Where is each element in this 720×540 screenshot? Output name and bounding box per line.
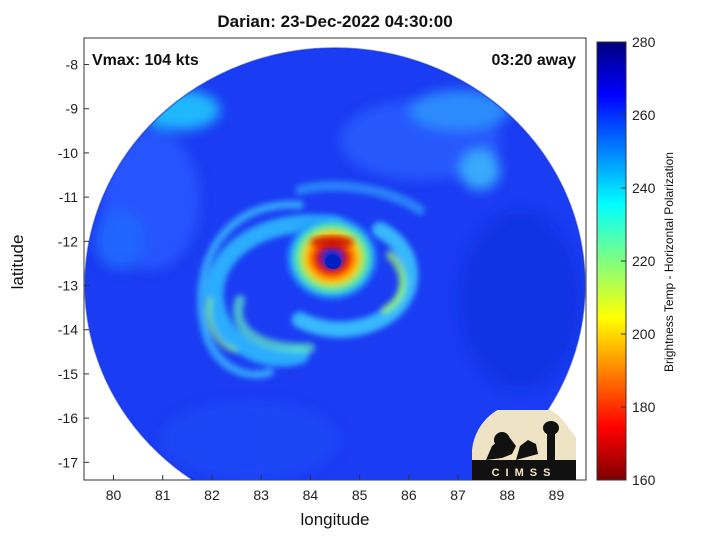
x-tick-label: 85: [352, 487, 368, 503]
x-tick-label: 84: [303, 487, 319, 503]
y-tick-label: -11: [59, 189, 78, 205]
x-tick-label: 87: [450, 487, 466, 503]
x-axis-ticks: 80 81 82 83 84 85 86 87 88 89: [106, 475, 565, 503]
y-tick-label: -8: [66, 57, 79, 73]
y-tick-label: -10: [58, 145, 78, 161]
colorbar-tick-label: 260: [632, 107, 656, 123]
y-tick-label: -15: [58, 366, 78, 382]
y-axis-label: latitude: [8, 234, 27, 290]
colorbar-tick-label: 220: [632, 253, 656, 269]
cimss-logo-text: CIMSS: [492, 467, 557, 479]
x-tick-label: 88: [499, 487, 515, 503]
colorbar-label: Brightness Temp - Horizontal Polarizatio…: [662, 152, 676, 372]
x-tick-label: 83: [253, 487, 269, 503]
colorbar-tick-label: 280: [632, 34, 656, 50]
y-tick-label: -14: [58, 322, 78, 338]
vmax-annotation: Vmax: 104 kts: [92, 52, 199, 69]
time-away-annotation: 03:20 away: [491, 52, 576, 69]
y-tick-label: -16: [58, 410, 78, 426]
x-tick-label: 86: [401, 487, 417, 503]
x-tick-label: 89: [549, 487, 565, 503]
x-tick-label: 82: [204, 487, 220, 503]
colorbar-tick-label: 200: [632, 326, 656, 342]
colorbar-ticks: 280 260 240 220 200 180 160: [621, 34, 656, 488]
colorbar-tick-label: 160: [632, 472, 656, 488]
y-tick-label: -13: [58, 278, 78, 294]
x-axis-label: longitude: [300, 510, 370, 529]
x-tick-label: 80: [106, 487, 122, 503]
brightness-image: [84, 47, 586, 480]
y-axis-ticks: -8 -9 -10 -11 -12 -13 -14 -15 -16 -17: [58, 57, 89, 470]
plot-title: Darian: 23-Dec-2022 04:30:00: [217, 12, 453, 31]
y-tick-label: -17: [58, 454, 78, 470]
y-tick-label: -9: [66, 101, 79, 117]
y-tick-label: -12: [58, 233, 78, 249]
x-tick-label: 81: [155, 487, 171, 503]
colorbar-tick-label: 180: [632, 399, 656, 415]
colorbar-tick-label: 240: [632, 180, 656, 196]
cimss-logo: CIMSS: [472, 410, 576, 480]
